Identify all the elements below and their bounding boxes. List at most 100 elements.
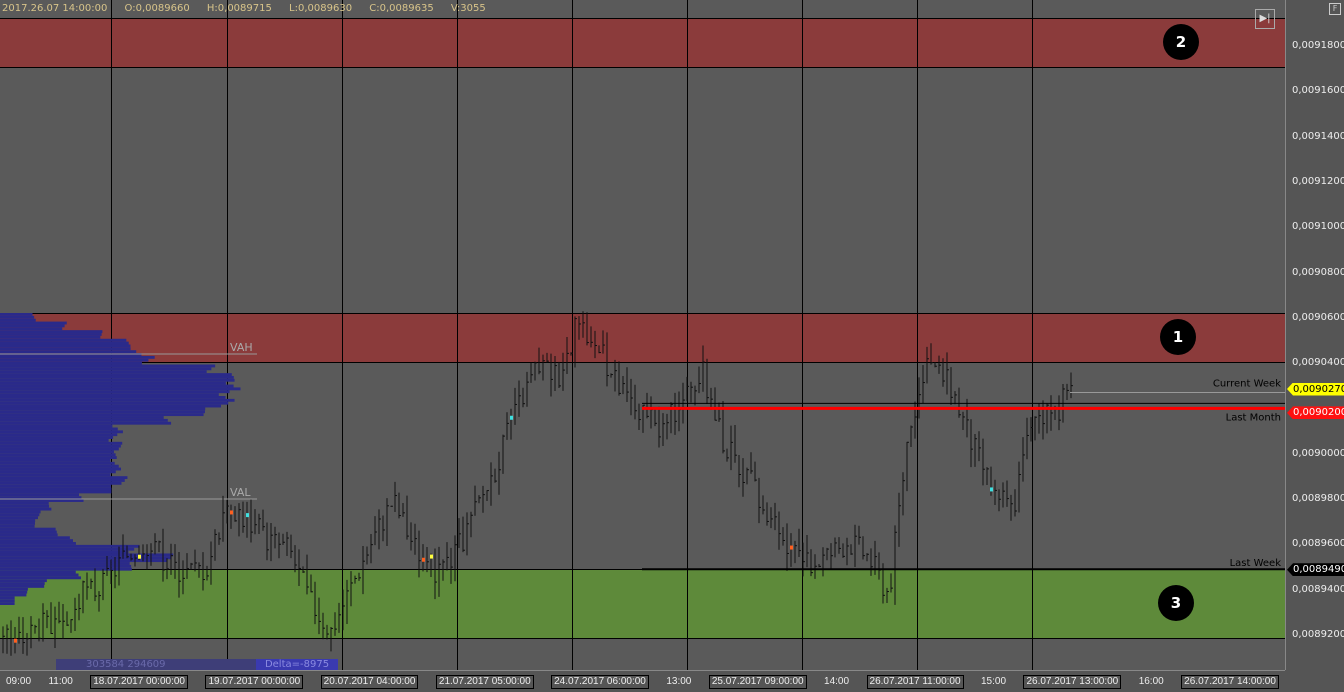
profile-bar bbox=[0, 504, 50, 508]
level-label: Current Week bbox=[1213, 379, 1281, 390]
candle bbox=[246, 501, 249, 538]
candle bbox=[434, 548, 437, 600]
profile-bar bbox=[0, 490, 112, 494]
candle bbox=[830, 543, 833, 570]
candle bbox=[290, 534, 293, 559]
time-tick: 16:00 bbox=[1138, 676, 1164, 687]
candle bbox=[834, 537, 837, 558]
candle bbox=[234, 506, 237, 522]
candle bbox=[474, 485, 477, 516]
price-axis-label: 0,0089400 bbox=[1292, 583, 1344, 595]
candle bbox=[390, 505, 393, 507]
candle bbox=[714, 387, 717, 421]
candle bbox=[602, 330, 605, 354]
grid-line bbox=[342, 0, 343, 670]
candle bbox=[518, 380, 521, 417]
candle bbox=[254, 509, 257, 535]
candle bbox=[322, 612, 325, 640]
profile-bar bbox=[0, 398, 235, 402]
candle bbox=[750, 452, 753, 474]
profile-bar bbox=[0, 542, 76, 545]
candle bbox=[478, 495, 481, 504]
time-axis[interactable]: 09:00 11:00 18.07.2017 00:00:00 19.07.2017 … bbox=[0, 670, 1285, 692]
candle bbox=[974, 433, 977, 467]
val-label: VAL bbox=[230, 486, 251, 499]
candle bbox=[994, 479, 997, 505]
profile-bar bbox=[0, 530, 57, 534]
candle bbox=[82, 580, 85, 614]
candle bbox=[178, 551, 181, 598]
profile-bar bbox=[0, 358, 149, 362]
candle bbox=[18, 616, 21, 644]
profile-bar bbox=[0, 556, 171, 560]
profile-bar bbox=[0, 424, 113, 428]
candle bbox=[938, 355, 941, 374]
candle bbox=[806, 535, 809, 568]
candle bbox=[854, 524, 857, 567]
profile-bar bbox=[0, 559, 168, 563]
candle bbox=[790, 533, 793, 567]
candle bbox=[162, 528, 165, 582]
candle bbox=[454, 535, 457, 582]
candle bbox=[450, 547, 453, 584]
candle bbox=[690, 381, 693, 403]
candle bbox=[698, 366, 701, 394]
candle bbox=[962, 411, 965, 430]
price-axis-label: 0,0091800 bbox=[1292, 40, 1344, 51]
profile-bar bbox=[0, 350, 137, 354]
candle bbox=[606, 332, 609, 387]
candle bbox=[1066, 383, 1069, 400]
candle bbox=[362, 546, 365, 595]
candle bbox=[282, 533, 285, 545]
candle bbox=[138, 545, 141, 561]
candle bbox=[226, 499, 229, 524]
candle bbox=[754, 461, 757, 482]
grid-line bbox=[227, 0, 228, 670]
grid-line bbox=[917, 0, 918, 670]
candle bbox=[858, 525, 861, 545]
candle bbox=[274, 526, 277, 549]
profile-bar bbox=[0, 456, 117, 459]
profile-bar bbox=[0, 355, 155, 359]
date-box: 24.07.2017 06:00:00 bbox=[551, 674, 649, 689]
candle bbox=[906, 441, 909, 492]
profile-bar bbox=[0, 493, 80, 497]
candle bbox=[262, 509, 265, 531]
candle bbox=[662, 413, 665, 447]
candle bbox=[394, 481, 397, 512]
profile-bar bbox=[0, 390, 230, 394]
candle bbox=[534, 361, 537, 381]
scroll-to-end-button[interactable]: ▶| bbox=[1255, 9, 1275, 29]
candle bbox=[62, 604, 65, 639]
panel-f-button[interactable]: F bbox=[1329, 3, 1341, 15]
candle bbox=[242, 501, 245, 533]
candle bbox=[238, 503, 241, 537]
candle bbox=[514, 387, 517, 425]
candle bbox=[118, 546, 121, 586]
candle bbox=[686, 376, 689, 402]
candle bbox=[850, 544, 853, 555]
candle bbox=[826, 547, 829, 561]
profile-bar bbox=[0, 333, 102, 336]
chart-plot-area[interactable]: 2 1 3 VAH VAL Current Week Last Month Last Wee… bbox=[0, 0, 1286, 670]
candle bbox=[526, 371, 529, 407]
candle bbox=[146, 544, 149, 570]
profile-bar bbox=[0, 393, 219, 397]
candle bbox=[910, 425, 913, 448]
profile-bar bbox=[0, 533, 58, 537]
candle bbox=[258, 513, 261, 535]
profile-bar bbox=[0, 421, 172, 425]
profile-bar bbox=[0, 384, 234, 388]
candle bbox=[174, 544, 177, 579]
profile-bar bbox=[0, 378, 235, 382]
candle bbox=[670, 402, 673, 434]
profile-bar bbox=[0, 373, 232, 376]
candle bbox=[922, 364, 925, 403]
time-tick: 11:00 bbox=[48, 676, 73, 687]
candle bbox=[970, 419, 973, 468]
candle bbox=[794, 540, 797, 564]
candle bbox=[350, 571, 353, 607]
candle bbox=[230, 504, 233, 529]
profile-bar bbox=[0, 521, 35, 525]
candle bbox=[302, 566, 305, 574]
